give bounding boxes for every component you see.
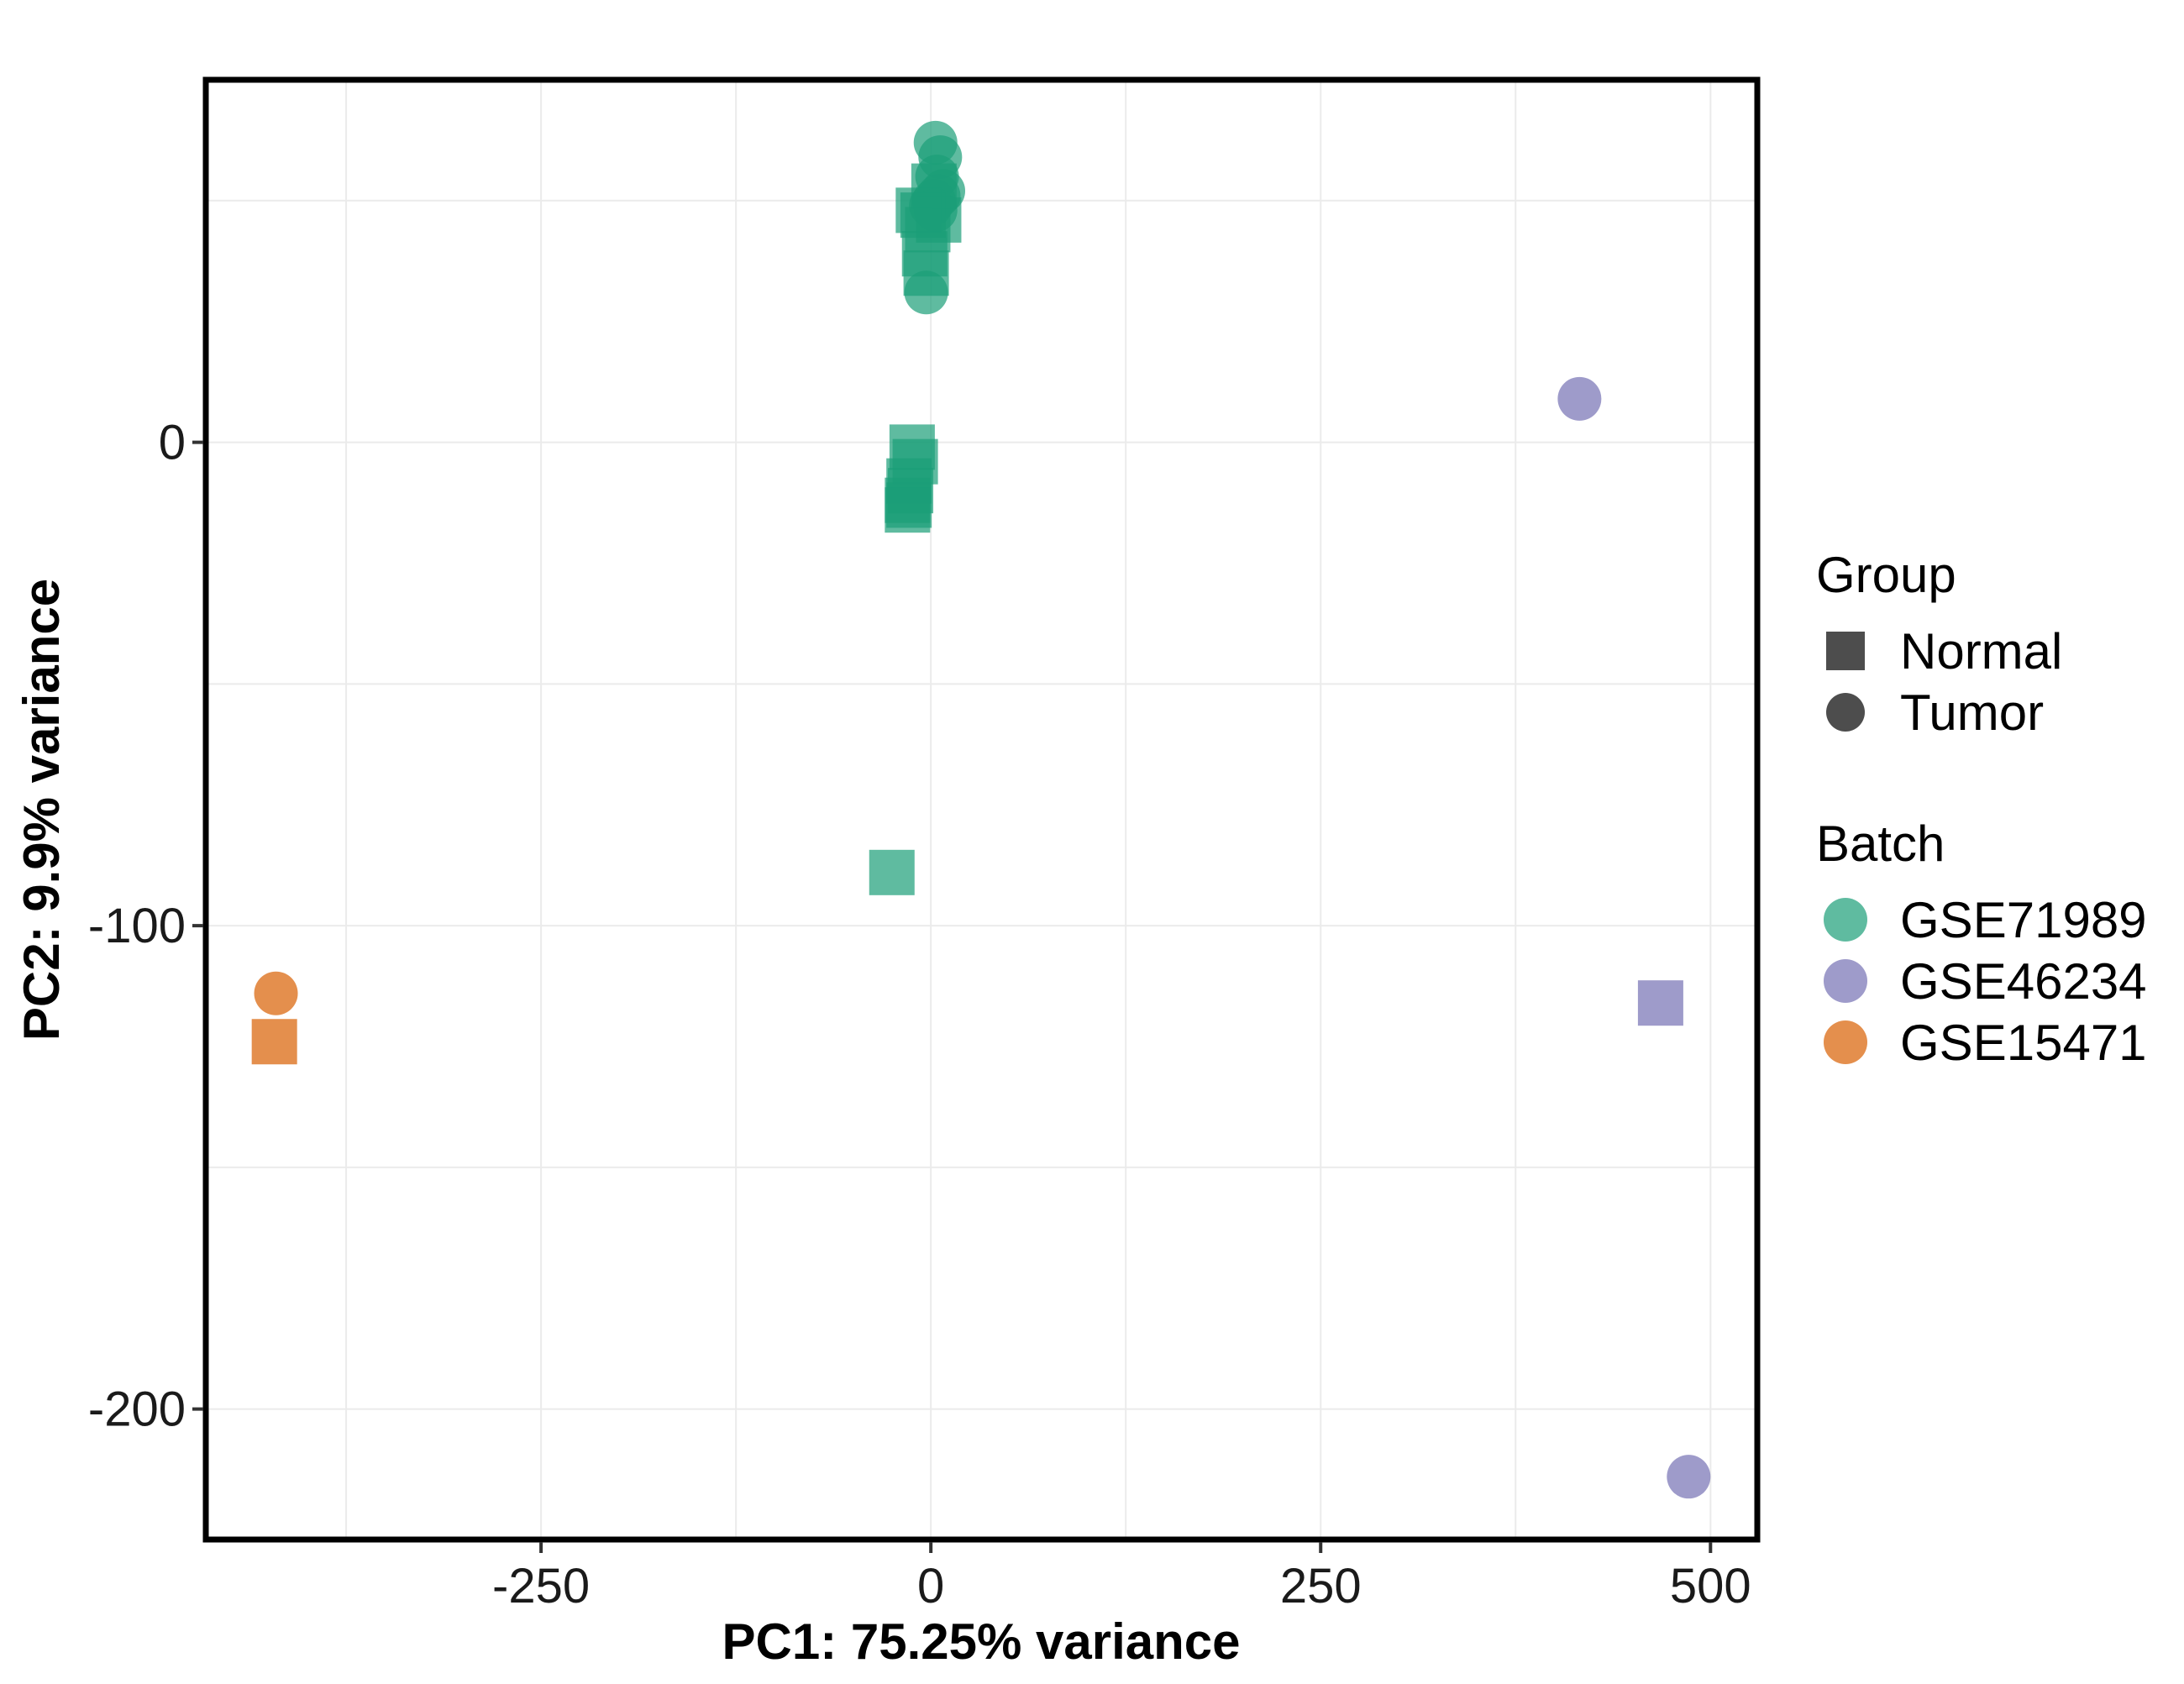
y-tick-label: -200 bbox=[88, 1382, 186, 1437]
group-legend-items: Normal Tumor bbox=[1826, 623, 2062, 741]
legend-batch-label: GSE15471 bbox=[1900, 1015, 2147, 1071]
axis-ticks: -250 0 250 500 -200 -100 0 bbox=[88, 416, 1751, 1613]
data-points bbox=[251, 120, 1711, 1499]
data-point-normal bbox=[251, 1019, 297, 1065]
data-point-normal bbox=[869, 849, 915, 895]
data-point-tumor bbox=[1667, 1455, 1711, 1499]
legend-batch-label: GSE46234 bbox=[1900, 953, 2147, 1010]
data-point-normal bbox=[903, 250, 949, 296]
y-axis-title: PC2: 9.9% variance bbox=[13, 579, 70, 1041]
legend-batch-circle-icon bbox=[1824, 1020, 1867, 1064]
legend-batch-label: GSE71989 bbox=[1900, 892, 2147, 948]
y-tick-label: -100 bbox=[88, 899, 186, 953]
y-tick-label: 0 bbox=[159, 416, 186, 470]
legend-batch-circle-icon bbox=[1824, 898, 1867, 942]
x-tick-label: 0 bbox=[917, 1559, 944, 1613]
legend-square-icon bbox=[1826, 632, 1865, 670]
legend-batch-circle-icon bbox=[1824, 959, 1867, 1003]
group-legend-title: Group bbox=[1816, 547, 1956, 603]
plot-panel-border bbox=[202, 76, 1761, 1543]
x-tick-label: 250 bbox=[1280, 1559, 1362, 1613]
data-point-normal bbox=[1637, 980, 1683, 1026]
legend-group-label: Normal bbox=[1900, 623, 2062, 679]
legend-circle-icon bbox=[1826, 693, 1865, 732]
data-point-normal bbox=[885, 487, 931, 533]
legend: Group Batch Normal Tumor GSE71989GSE46234… bbox=[1816, 547, 2147, 1071]
grid-lines bbox=[206, 80, 1757, 1540]
data-point-tumor bbox=[254, 971, 298, 1015]
x-tick-label: -250 bbox=[492, 1559, 590, 1613]
x-axis-title: PC1: 75.25% variance bbox=[722, 1613, 1240, 1670]
data-point-tumor bbox=[1557, 376, 1602, 421]
x-tick-label: 500 bbox=[1670, 1559, 1751, 1613]
legend-group-label: Tumor bbox=[1900, 685, 2044, 741]
batch-legend-title: Batch bbox=[1816, 816, 1945, 872]
